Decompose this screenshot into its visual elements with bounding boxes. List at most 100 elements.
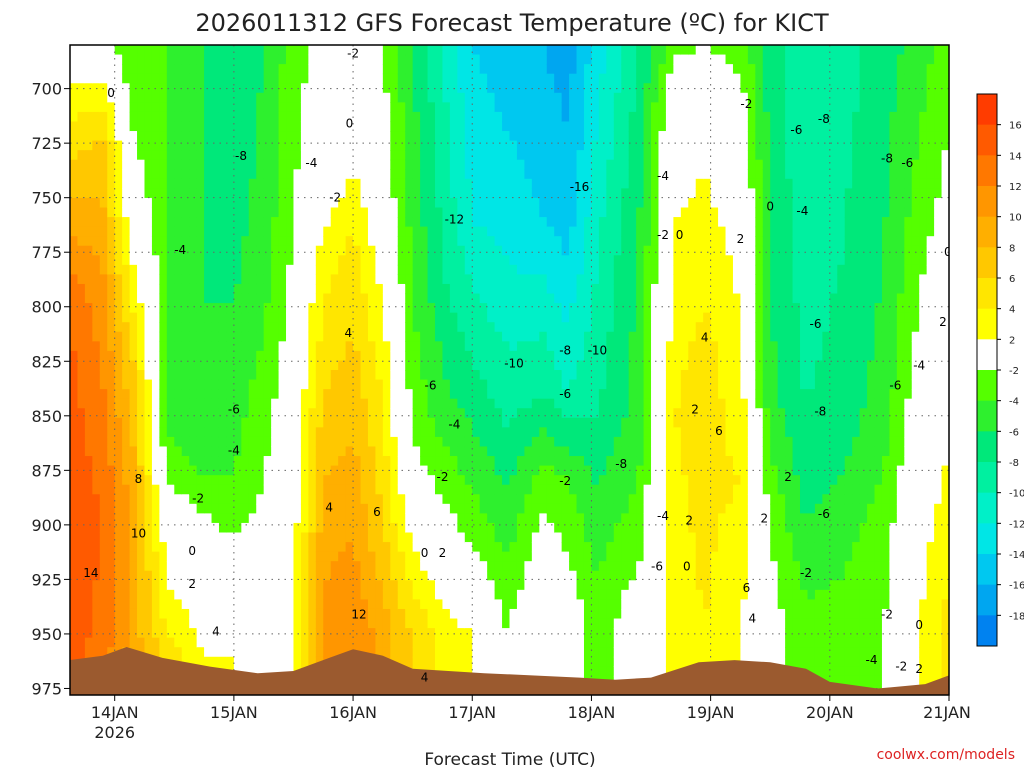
field-cell [427, 656, 436, 667]
field-cell [360, 379, 369, 390]
field-cell [546, 398, 555, 409]
field-cell [427, 360, 436, 371]
field-cell [233, 484, 242, 495]
field-cell [114, 140, 123, 151]
field-cell [397, 264, 406, 276]
field-cell [315, 570, 324, 581]
field-cell [345, 618, 354, 629]
field-cell [576, 188, 585, 199]
field-cell [613, 150, 622, 161]
field-cell [137, 92, 146, 103]
field-cell [151, 159, 160, 170]
field-cell [487, 513, 496, 524]
field-cell [286, 370, 295, 381]
field-cell [353, 283, 362, 295]
field-cell [122, 561, 131, 572]
field-cell [166, 494, 175, 505]
field-cell [606, 513, 615, 524]
field-cell [271, 207, 280, 218]
field-cell [412, 341, 421, 352]
field-cell [561, 379, 570, 390]
field-cell [189, 331, 198, 342]
field-cell [427, 169, 436, 180]
field-cell [412, 370, 421, 381]
field-cell [241, 207, 250, 218]
field-cell [345, 417, 354, 428]
field-cell [300, 637, 309, 648]
field-cell [226, 303, 235, 314]
field-cell [405, 169, 414, 180]
field-cell [464, 628, 473, 639]
field-cell [92, 522, 101, 534]
field-cell [576, 245, 585, 256]
field-cell [494, 513, 503, 524]
field-cell [174, 350, 183, 362]
field-cell [248, 589, 257, 601]
field-cell [114, 513, 123, 524]
field-cell [360, 121, 369, 132]
field-cell [241, 350, 250, 362]
field-cell [546, 131, 555, 142]
field-cell [561, 465, 570, 476]
field-cell [293, 341, 302, 352]
field-cell [129, 628, 138, 639]
field-cell [502, 542, 511, 553]
field-cell [353, 217, 362, 228]
field-cell [405, 427, 414, 438]
field-cell [144, 360, 153, 371]
field-cell [211, 169, 220, 180]
field-cell [472, 513, 481, 524]
field-cell [442, 580, 451, 591]
field-cell [92, 245, 101, 256]
field-cell [479, 637, 488, 648]
field-cell [122, 494, 131, 505]
field-cell [546, 522, 555, 534]
field-cell [420, 73, 429, 84]
field-cell [84, 370, 93, 381]
field-cell [583, 264, 593, 276]
field-cell [382, 73, 391, 84]
field-cell [144, 111, 153, 123]
field-cell [427, 456, 436, 467]
field-cell [233, 513, 242, 524]
field-cell [211, 417, 220, 428]
field-cell [502, 121, 511, 132]
field-cell [286, 522, 295, 534]
field-cell [271, 379, 280, 390]
field-cell [233, 370, 242, 381]
field-cell [516, 656, 525, 667]
field-cell [300, 54, 309, 65]
field-cell [583, 54, 593, 65]
field-cell [159, 427, 168, 438]
field-cell [330, 522, 339, 534]
field-cell [271, 283, 280, 295]
field-cell [420, 121, 429, 132]
field-cell [472, 64, 481, 75]
field-cell [524, 608, 533, 620]
field-cell [502, 303, 511, 314]
field-cell [248, 637, 257, 648]
field-cell [598, 561, 607, 572]
field-cell [375, 475, 384, 486]
field-cell [338, 226, 347, 237]
field-cell [271, 599, 280, 610]
field-cell [151, 389, 160, 400]
field-cell [420, 618, 429, 629]
field-cell [472, 217, 481, 228]
field-cell [367, 494, 377, 505]
field-cell [464, 303, 473, 314]
field-cell [70, 83, 79, 94]
field-cell [367, 188, 377, 199]
field-cell [524, 312, 533, 323]
field-cell [502, 589, 511, 601]
field-cell [546, 436, 555, 448]
field-cell [241, 360, 250, 371]
field-cell [196, 379, 205, 390]
field-cell [576, 580, 585, 591]
field-cell [293, 178, 302, 189]
field-cell [129, 245, 138, 256]
field-cell [84, 217, 93, 228]
field-cell [405, 64, 414, 75]
field-cell [151, 637, 160, 648]
field-cell [435, 350, 444, 362]
